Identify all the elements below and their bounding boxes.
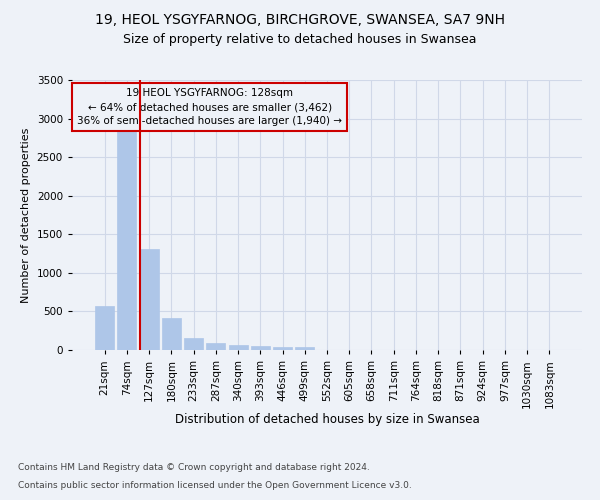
Bar [140, 249, 158, 350]
Text: Contains HM Land Registry data © Crown copyright and database right 2024.: Contains HM Land Registry data © Crown c… [18, 464, 370, 472]
Bar [251, 346, 270, 350]
Bar [184, 338, 203, 350]
Bar [206, 343, 225, 350]
Bar [95, 306, 114, 350]
Bar [229, 345, 248, 350]
Bar [273, 346, 292, 350]
Bar [162, 318, 181, 350]
Text: Size of property relative to detached houses in Swansea: Size of property relative to detached ho… [123, 32, 477, 46]
Text: 19 HEOL YSGYFARNOG: 128sqm
← 64% of detached houses are smaller (3,462)
36% of s: 19 HEOL YSGYFARNOG: 128sqm ← 64% of deta… [77, 88, 342, 126]
Bar [118, 126, 136, 350]
Bar [295, 347, 314, 350]
Text: Contains public sector information licensed under the Open Government Licence v3: Contains public sector information licen… [18, 481, 412, 490]
X-axis label: Distribution of detached houses by size in Swansea: Distribution of detached houses by size … [175, 413, 479, 426]
Text: 19, HEOL YSGYFARNOG, BIRCHGROVE, SWANSEA, SA7 9NH: 19, HEOL YSGYFARNOG, BIRCHGROVE, SWANSEA… [95, 12, 505, 26]
Y-axis label: Number of detached properties: Number of detached properties [21, 128, 31, 302]
